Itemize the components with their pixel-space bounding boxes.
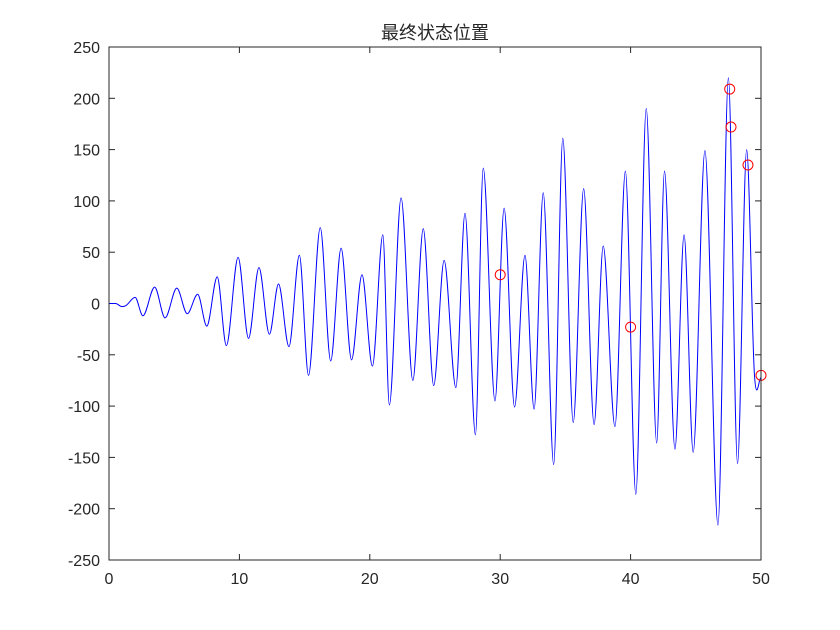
tick-layer: 0 10 20 30 40 50 -250 -200 -150 -100 -50 0 50 100 150 2…: [68, 40, 770, 588]
y-tick-label: -150: [68, 450, 100, 467]
y-tick-label: -200: [68, 502, 100, 519]
y-tick-label: 250: [73, 40, 100, 57]
y-tick-label: 200: [73, 91, 100, 108]
y-tick-label: -50: [77, 348, 100, 365]
plot-area: [109, 47, 761, 560]
x-tick-label: 50: [752, 571, 770, 588]
final-state-marker: [494, 269, 506, 281]
final-state-marker: [724, 83, 736, 95]
y-tick-label: 100: [73, 194, 100, 211]
chart-title: 最终状态位置: [381, 23, 489, 44]
x-tick-label: 40: [622, 571, 640, 588]
axes-box: [108, 46, 762, 561]
x-tick-label: 0: [105, 571, 114, 588]
y-tick-label: 50: [82, 245, 100, 262]
y-tick-label: 0: [91, 297, 100, 314]
final-state-marker: [625, 321, 637, 333]
x-tick-label: 20: [361, 571, 379, 588]
state-position-line: [108, 77, 762, 526]
y-tick-label: -100: [68, 399, 100, 416]
y-tick-label: 150: [73, 143, 100, 160]
final-state-marker: [742, 159, 754, 171]
x-tick-label: 30: [491, 571, 509, 588]
final-state-marker: [725, 121, 737, 133]
x-tick-label: 10: [231, 571, 249, 588]
y-tick-label: -250: [68, 553, 100, 570]
